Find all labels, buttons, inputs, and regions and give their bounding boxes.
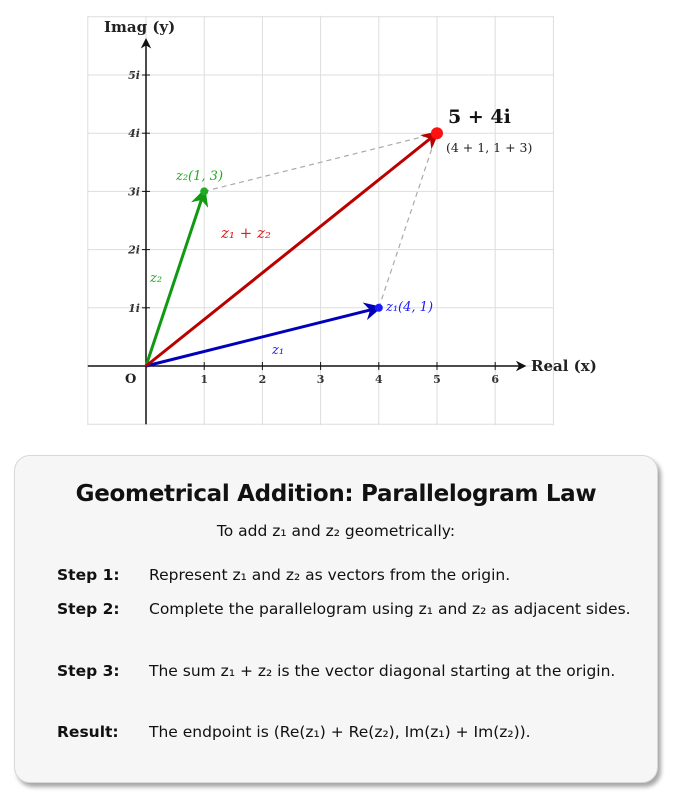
explanation-card: Geometrical Addition: Parallelogram Law … xyxy=(14,455,658,783)
step-label: Step 2: xyxy=(57,600,120,618)
axes xyxy=(87,37,527,425)
y-tick-label: 2i xyxy=(127,244,140,257)
point-label-z2: z₂(1, 3) xyxy=(175,169,223,184)
dashed-side-z2-to-sum xyxy=(204,132,438,192)
x-tick-label: 1 xyxy=(200,373,208,386)
result-label: Result: xyxy=(57,723,119,741)
labels: 1 2 3 4 5 6 1i 2i 3i 4i 5i Imag (y) Real (x) Oz₁ z₁(4,… xyxy=(104,18,597,387)
step-label: Step 1: xyxy=(57,566,120,584)
step-text: Represent z₁ and z₂ as vectors from the … xyxy=(149,566,511,584)
point-result xyxy=(431,127,443,140)
y-tick-label: 3i xyxy=(128,185,140,198)
dashed-side-z1-to-sum xyxy=(378,133,438,308)
y-tick-label: 5i xyxy=(128,69,140,82)
step-label: Step 3: xyxy=(57,662,120,680)
result-label: 5 + 4i xyxy=(448,106,511,128)
point-label-z1: z₁(4, 1) xyxy=(385,300,433,315)
vector-z2 xyxy=(144,187,209,367)
step-text: The sum z₁ + z₂ is the vector diagonal s… xyxy=(149,662,616,680)
result-sublabel: (4 + 1, 1 + 3) xyxy=(446,140,532,155)
card-title: Geometrical Addition: Parallelogram Law xyxy=(75,481,597,507)
step-text: Complete the parallelogram using z₁ and … xyxy=(149,600,631,618)
x-axis-label: Real (x) xyxy=(531,357,597,375)
vector-label-z1: z₁ xyxy=(271,343,284,358)
vector-label-sum: z₁ + z₂ xyxy=(220,224,271,242)
origin-label: O xyxy=(125,372,136,387)
card-subtitle: To add z₁ and z₂ geometrically: xyxy=(216,522,456,540)
x-tick-label: 6 xyxy=(491,373,499,386)
x-tick-label: 3 xyxy=(317,373,325,386)
vector-label-z2: z₂ xyxy=(149,271,162,286)
x-tick-label: 4 xyxy=(375,373,383,386)
point-z2 xyxy=(200,187,209,196)
vector-sum xyxy=(145,130,440,368)
complex-plane-diagram: 1 2 3 4 5 6 1i 2i 3i 4i 5i Imag (y) Real (x) Oz₁ z₁(4,… xyxy=(87,15,597,426)
x-tick-label: 2 xyxy=(259,373,267,386)
vector-z1 xyxy=(145,302,383,368)
point-z1 xyxy=(374,303,383,312)
y-axis-label: Imag (y) xyxy=(104,18,175,36)
y-tick-label: 1i xyxy=(128,302,140,315)
y-tick-label: 4i xyxy=(128,127,140,140)
x-tick-label: 5 xyxy=(433,373,441,386)
result-text: The endpoint is (Re(z₁) + Re(z₂), Im(z₁)… xyxy=(149,723,531,741)
vectors xyxy=(144,127,443,368)
